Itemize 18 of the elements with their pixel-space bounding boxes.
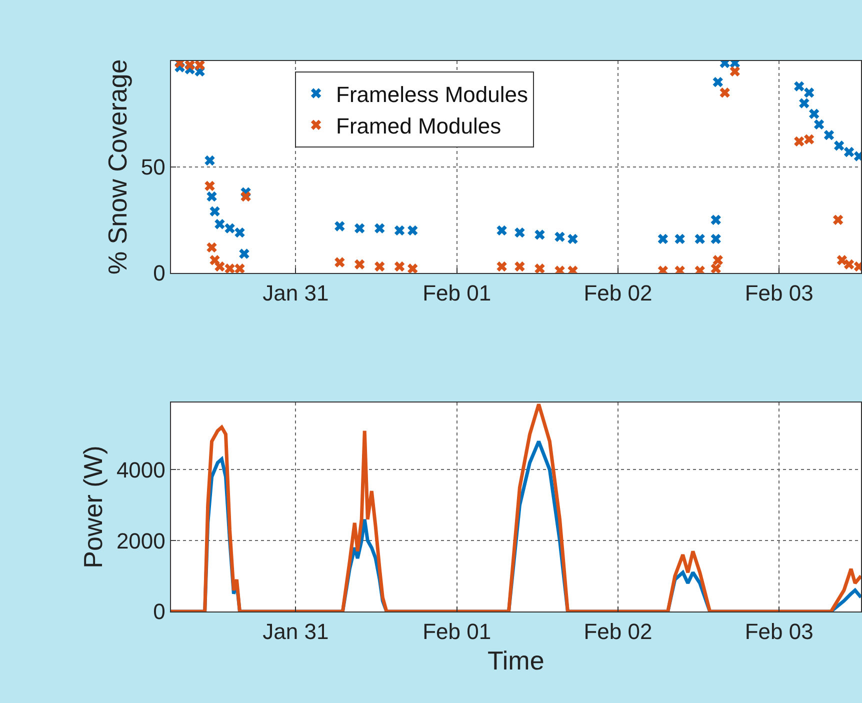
y-tick-label: 50 (140, 154, 166, 180)
x-tick-label: Jan 31 (262, 618, 329, 644)
x-tick-label: Feb 01 (422, 280, 492, 306)
y-tick-label: 0 (153, 260, 166, 286)
y-tick-label: 4000 (116, 457, 166, 482)
legend-label: Frameless Modules (336, 82, 528, 107)
x-tick-label: Feb 03 (744, 618, 814, 644)
x-tick-label: Feb 03 (744, 280, 814, 306)
y-tick-label: 0 (153, 599, 166, 624)
x-tick-label: Feb 01 (422, 618, 492, 644)
x-tick-label: Jan 31 (262, 280, 329, 306)
y-axis-title: Power (W) (78, 446, 108, 568)
y-tick-label: 2000 (116, 528, 166, 554)
legend-label: Framed Modules (336, 113, 502, 138)
y-axis-title: % Snow Coverage (102, 59, 132, 275)
x-tick-label: Feb 02 (584, 618, 652, 644)
x-axis-title: Time (487, 646, 544, 676)
x-tick-label: Feb 02 (584, 280, 652, 306)
